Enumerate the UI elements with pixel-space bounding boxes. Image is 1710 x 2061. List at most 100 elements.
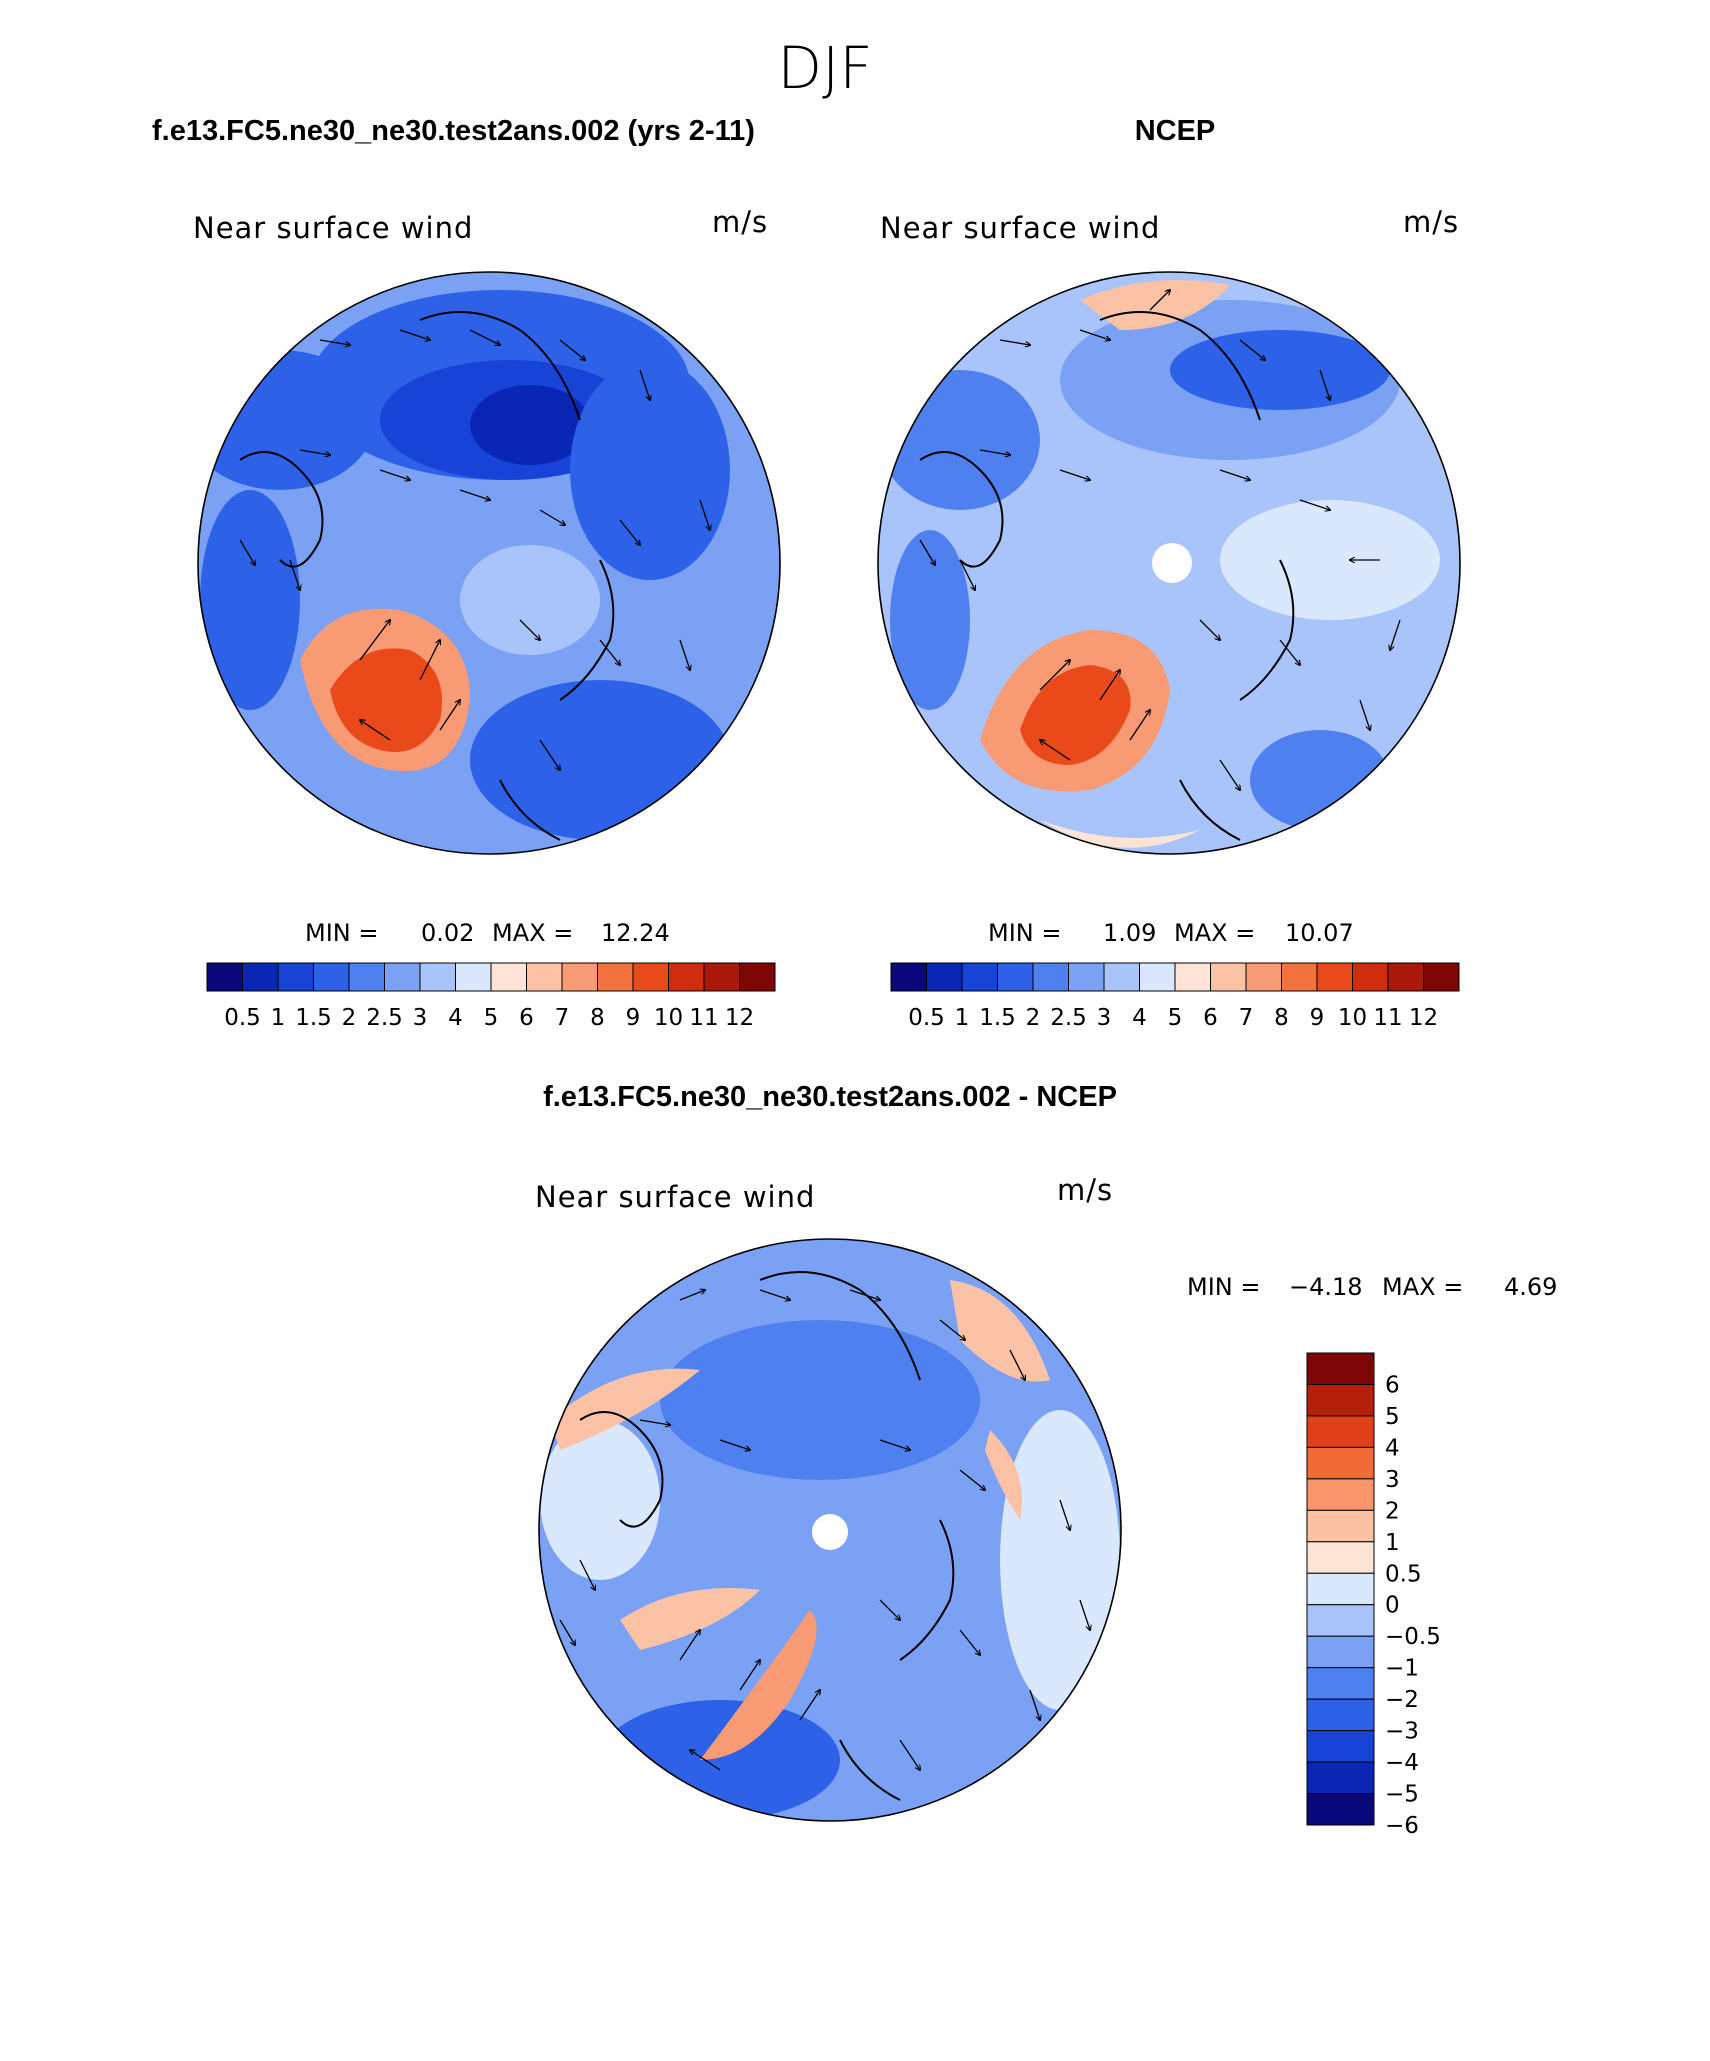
max-label: MAX = (492, 919, 573, 947)
colorbar-tick-label: 1.5 (295, 1005, 332, 1031)
colorbar-tick-label: 2 (1385, 1498, 1400, 1524)
wind-vectors (559, 1290, 1090, 1770)
polar-map (539, 1239, 1121, 1821)
colorbar-tick-label: 6 (519, 1005, 534, 1031)
colorbar-swatch (1103, 962, 1140, 992)
colorbar-tick-label: 2 (1026, 1005, 1041, 1031)
colorbar-abs: 0.5 1 1.5 2 2.5 3 4 5 6 7 8 9 10 11 12 (206, 962, 776, 1031)
colorbar-swatch (926, 962, 963, 992)
panel-title: NCEP (1135, 115, 1216, 147)
contour-low-wind-region (1250, 730, 1390, 830)
colorbar-swatch (348, 962, 385, 992)
colorbar-swatch (1306, 1541, 1375, 1574)
colorbar-tick-label: 9 (626, 1005, 641, 1031)
colorbar-swatch (961, 962, 998, 992)
colorbar-swatch (1139, 962, 1176, 992)
colorbar-tick-label: 1 (1385, 1530, 1400, 1556)
contour-positive-region (620, 1588, 760, 1650)
colorbar-tick-label: 12 (1409, 1005, 1438, 1031)
colorbar-swatch (1306, 1698, 1375, 1732)
colorbar-swatch (384, 962, 421, 992)
colorbar-swatch (1306, 1352, 1375, 1385)
colorbar-swatch (1210, 962, 1247, 992)
units-label: m/s (1403, 205, 1459, 239)
min-label: MIN = (1187, 1273, 1260, 1301)
colorbar-tick-label: 4 (448, 1005, 463, 1031)
colorbar-swatch (490, 962, 527, 992)
colorbar-swatch (1352, 962, 1389, 992)
colorbar-tick-label: 2 (342, 1005, 357, 1031)
colorbar-tick-label: 7 (555, 1005, 570, 1031)
min-value: 0.02 (421, 919, 474, 947)
colorbar-swatch (1306, 1383, 1375, 1417)
min-label: MIN = (305, 919, 378, 947)
colorbar-tick-label: 6 (1385, 1372, 1400, 1398)
colorbar-tick-label: 7 (1239, 1005, 1254, 1031)
colorbar-tick-label: 11 (1373, 1005, 1402, 1031)
colorbar-swatch (419, 962, 456, 992)
contour-near-zero-region (1000, 1410, 1120, 1710)
colorbar-tick-label: 0.5 (908, 1005, 945, 1031)
polar-map (878, 272, 1460, 854)
colorbar-swatch (206, 962, 243, 992)
max-label: MAX = (1382, 1273, 1463, 1301)
map-border (877, 271, 1461, 855)
colorbar-tick-label: 8 (1274, 1005, 1289, 1031)
contour-low-wind-region (200, 490, 300, 710)
panel-title: f.e13.FC5.ne30_ne30.test2ans.002 - NCEP (543, 1081, 1117, 1113)
colorbar-swatch (1306, 1761, 1375, 1795)
contour-negative-region (660, 1320, 980, 1480)
colorbar-tick-label: 0 (1385, 1593, 1400, 1619)
colorbar-swatch (1306, 1509, 1375, 1543)
contour-near-zero-region (540, 1420, 660, 1580)
colorbar-swatch (1387, 962, 1424, 992)
colorbar-tick-label: 4 (1132, 1005, 1147, 1031)
colorbar-tick-label: 3 (1385, 1467, 1400, 1493)
colorbar-abs: 0.5 1 1.5 2 2.5 3 4 5 6 7 8 9 10 11 12 (890, 962, 1460, 1031)
colorbar-swatch (1306, 1415, 1375, 1448)
max-value: 4.69 (1504, 1273, 1557, 1301)
max-value: 10.07 (1285, 919, 1354, 947)
colorbar-swatch (1306, 1572, 1375, 1606)
colorbar-swatch (1281, 962, 1318, 992)
colorbar-swatch (1174, 962, 1211, 992)
colorbar-tick-label: −5 (1385, 1782, 1419, 1808)
max-label: MAX = (1174, 919, 1255, 947)
colorbar-swatch (739, 962, 776, 992)
colorbar-tick-label: 3 (413, 1005, 428, 1031)
colorbar-swatch (1306, 1604, 1375, 1637)
max-value: 12.24 (601, 919, 670, 947)
colorbar-tick-label: 1.5 (979, 1005, 1016, 1031)
colorbar-swatch (1032, 962, 1069, 992)
missing-data-pole (1152, 543, 1192, 583)
colorbar-tick-label: 2.5 (1050, 1005, 1087, 1031)
contour-low-wind-region (470, 680, 730, 840)
colorbar-tick-label: −6 (1385, 1813, 1419, 1839)
contour-positive-region (950, 1280, 1050, 1382)
variable-label: Near surface wind (880, 211, 1160, 245)
contour-low-wind-region (880, 370, 1040, 510)
wind-vectors (239, 329, 710, 770)
colorbar-swatch (1245, 962, 1282, 992)
colorbar-tick-label: 3 (1097, 1005, 1112, 1031)
colorbar-swatch (277, 962, 314, 992)
colorbar-tick-label: 9 (1310, 1005, 1325, 1031)
map-border (197, 271, 781, 855)
panel-title: f.e13.FC5.ne30_ne30.test2ans.002 (yrs 2-… (152, 115, 755, 147)
colorbar-tick-label: 8 (590, 1005, 605, 1031)
colorbar-swatch (1316, 962, 1353, 992)
missing-data-pole (812, 1514, 848, 1550)
colorbar-swatch (1306, 1478, 1375, 1511)
min-value: 1.09 (1103, 919, 1156, 947)
colorbar-tick-label: 10 (1338, 1005, 1367, 1031)
colorbar-swatch (632, 962, 669, 992)
colorbar-swatch (1423, 962, 1460, 992)
figure-title: DJF (777, 34, 872, 102)
colorbar-swatch (703, 962, 740, 992)
contour-mid-wind-region (1220, 500, 1440, 620)
contour-positive-region (985, 1430, 1022, 1520)
colorbar-tick-label: 0.5 (1385, 1561, 1422, 1587)
colorbar-swatch (1306, 1635, 1375, 1669)
contour-mid-wind-region (460, 545, 600, 655)
colorbar-diff: 6 5 4 3 2 1 0.5 0 −0.5 −1 −2 −3 −4 −5 −6 (1306, 1352, 1441, 1839)
